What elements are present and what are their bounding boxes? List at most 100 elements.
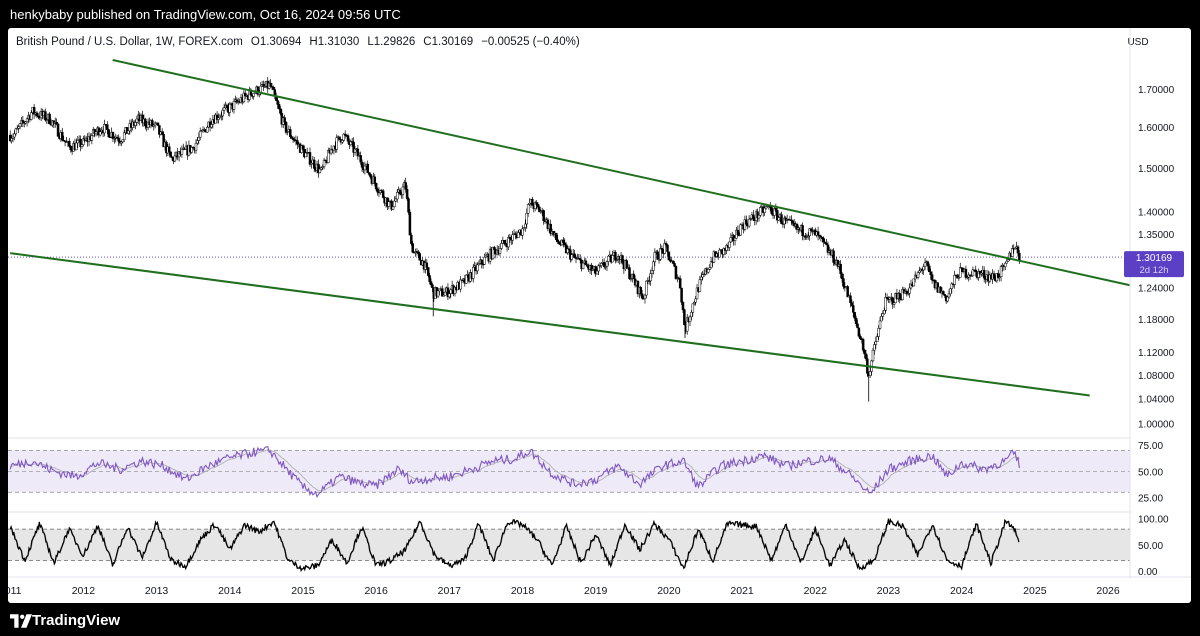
candle-body (818, 235, 821, 237)
candle-body (198, 130, 202, 138)
currency-label[interactable]: USD (1127, 37, 1148, 48)
candle-body (379, 190, 382, 193)
candle-body (852, 305, 855, 313)
candle-body (808, 228, 811, 236)
candle-body (272, 86, 275, 90)
candle-body (448, 293, 451, 298)
candle-body (783, 217, 786, 225)
candle-body (542, 210, 545, 221)
candle-body (749, 218, 752, 220)
time-tick-label-3: 2014 (218, 585, 242, 597)
candle-body (393, 200, 396, 208)
candle-body (291, 138, 295, 140)
rsi-ma-line (10, 449, 1020, 492)
candle-body (839, 263, 842, 275)
time-tick-label-0: 2011 (8, 585, 22, 597)
ohlc-legend: British Pound / U.S. Dollar, 1W, FOREX.c… (16, 36, 580, 48)
candle-body (905, 291, 909, 295)
candle-body (215, 114, 219, 120)
candle-body (341, 140, 344, 143)
candle-body (997, 273, 1000, 278)
candle-body (196, 140, 199, 144)
candle-body (556, 239, 559, 243)
candle-body (338, 136, 341, 140)
candle-body (625, 260, 628, 268)
candle-body (25, 118, 29, 122)
candle-body (930, 274, 934, 281)
candle-body (555, 232, 558, 241)
candle-body (279, 108, 282, 114)
candle-body (356, 148, 360, 157)
candle-body (880, 316, 883, 322)
candle-body (645, 280, 648, 296)
rsi-line (9, 445, 1020, 499)
candle-body (806, 235, 810, 237)
candle-body (97, 127, 101, 136)
candle-body (992, 273, 996, 279)
candle-body (966, 276, 969, 279)
candle-body (317, 163, 320, 173)
publisher-text: henkybaby published on TradingView.com, … (10, 7, 401, 22)
time-tick-label-5: 2016 (364, 585, 388, 597)
candle-body (756, 211, 759, 219)
candle-body (664, 243, 668, 246)
candle-body (225, 104, 229, 108)
candle-body (321, 166, 324, 168)
candle-body (602, 262, 606, 267)
rsi-pane[interactable] (8, 437, 1130, 499)
candle-body (493, 247, 496, 250)
price-pane[interactable] (8, 59, 1131, 402)
candle-body (823, 241, 827, 244)
candle-body (491, 247, 495, 260)
stoch-tick-label-2: 0.00 (1138, 567, 1158, 578)
candle-body (898, 293, 901, 300)
candle-body (121, 139, 125, 143)
candle-body (449, 289, 452, 294)
candle-body (832, 250, 835, 263)
candle-body (464, 274, 468, 284)
candle-body (156, 122, 160, 126)
candle-body (657, 259, 661, 261)
candle-body (252, 93, 255, 97)
chart-panel[interactable]: USD British Pound / U.S. Dollar, 1W, FOR… (8, 28, 1191, 603)
candle-body (228, 103, 232, 113)
candle-body (881, 313, 885, 317)
candle-body (394, 198, 398, 202)
footer-brand[interactable]: TradingView (32, 612, 121, 629)
candle-body (685, 317, 689, 332)
candle-body (99, 131, 102, 136)
candle-body (722, 248, 726, 255)
candle-body (557, 241, 561, 245)
candle-body (805, 236, 809, 238)
candle-body (369, 174, 372, 178)
candle-body (418, 253, 422, 261)
candle-body (301, 145, 305, 150)
candle-body (197, 136, 201, 141)
candle-body (873, 344, 876, 351)
candle-body (752, 214, 755, 220)
candle-body (502, 240, 506, 244)
chart-canvas[interactable]: USD British Pound / U.S. Dollar, 1W, FOR… (8, 28, 1191, 603)
stoch-rsi-pane[interactable] (8, 511, 1130, 573)
candle-body (531, 198, 534, 206)
rsi-tick-label-1: 50.00 (1138, 467, 1163, 478)
candle-body (639, 287, 643, 295)
candle-body (428, 275, 431, 282)
candle-body (94, 131, 98, 135)
candle-body (790, 219, 793, 222)
candle-body (725, 245, 728, 251)
candle-body (269, 82, 272, 87)
candle-body (194, 142, 198, 151)
candle-body (600, 263, 603, 266)
tradingview-logo-icon[interactable] (10, 614, 32, 628)
time-tick-label-1: 2012 (72, 585, 96, 597)
candle-body (425, 262, 429, 268)
candle-body (939, 286, 942, 294)
candle-body (82, 138, 85, 145)
price-tick-label-5: 1.24000 (1138, 284, 1175, 295)
candle-body (353, 148, 357, 153)
candle-body (320, 167, 323, 170)
candle-body (680, 287, 683, 303)
candle-body (791, 220, 795, 224)
candle-body (653, 252, 657, 263)
